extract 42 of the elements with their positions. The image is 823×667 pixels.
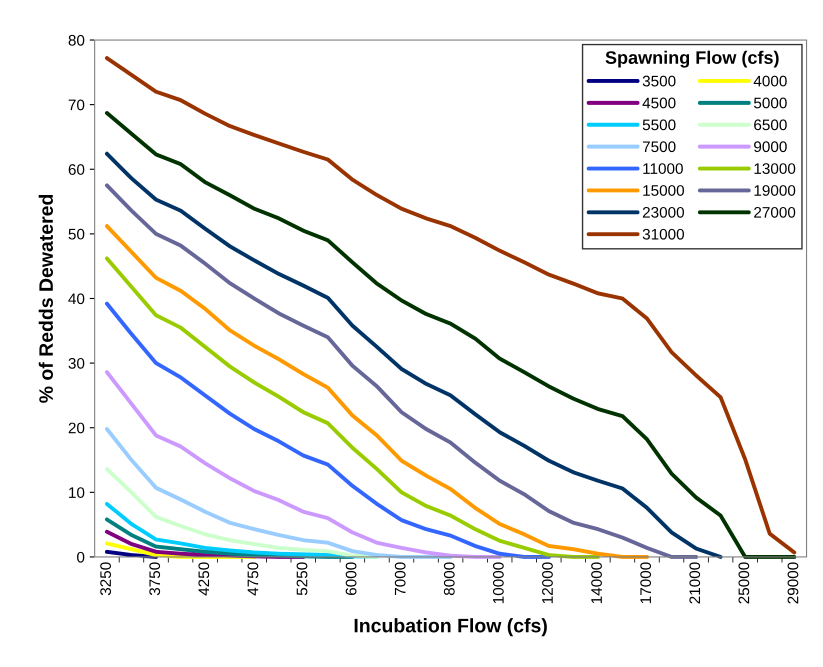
x-tick-label: 29000 [788, 562, 798, 604]
x-tick-label: 10000 [492, 562, 504, 604]
y-tick-label: 60 [68, 164, 84, 175]
legend-label: 7500 [642, 141, 676, 152]
legend-label: 3500 [642, 76, 676, 86]
y-axis-title: % of Redds Dewatered [38, 194, 53, 403]
legend-label: 13000 [754, 163, 796, 174]
x-tick-label: 3250 [100, 562, 112, 596]
legend-label: 27000 [754, 206, 796, 218]
x-tick-label: 14000 [591, 562, 602, 604]
x-tick-label: 3750 [149, 562, 160, 596]
legend-label: 6500 [754, 119, 787, 130]
legend-label: 11000 [643, 163, 683, 174]
legend-title: Spawning Flow (cfs) [606, 50, 779, 68]
legend-label: 5500 [642, 119, 676, 130]
legend-label: 5000 [754, 98, 787, 108]
y-tick-label: 0 [77, 552, 84, 563]
y-tick-label: 20 [68, 422, 84, 434]
legend-label: 23000 [642, 206, 684, 218]
y-tick-label: 30 [68, 358, 84, 369]
x-tick-label: 17000 [640, 562, 652, 604]
x-tick-label: 7000 [394, 562, 406, 596]
legend-label: 15000 [643, 185, 684, 196]
y-tick-label: 50 [68, 228, 84, 240]
y-tick-label: 80 [68, 34, 84, 46]
x-tick-label: 5250 [296, 562, 308, 596]
x-tick-label: 21000 [689, 562, 700, 604]
legend-label: 4500 [642, 98, 676, 108]
legend-label: 4000 [754, 76, 787, 86]
legend-label: 31000 [642, 228, 684, 240]
legend-label: 9000 [754, 141, 787, 152]
legend-label: 19000 [754, 185, 796, 196]
x-tick-label: 25000 [738, 562, 750, 604]
x-tick-label: 4750 [247, 562, 258, 596]
x-tick-label: 8000 [444, 562, 455, 596]
x-tick-label: 4250 [198, 562, 210, 596]
y-tick-label: 10 [69, 487, 84, 498]
x-tick-label: 12000 [542, 562, 553, 604]
x-tick-label: 6000 [346, 562, 356, 596]
y-tick-label: 40 [68, 293, 84, 304]
y-tick-label: 70 [68, 100, 84, 110]
x-axis-title: Incubation Flow (cfs) [354, 618, 547, 636]
